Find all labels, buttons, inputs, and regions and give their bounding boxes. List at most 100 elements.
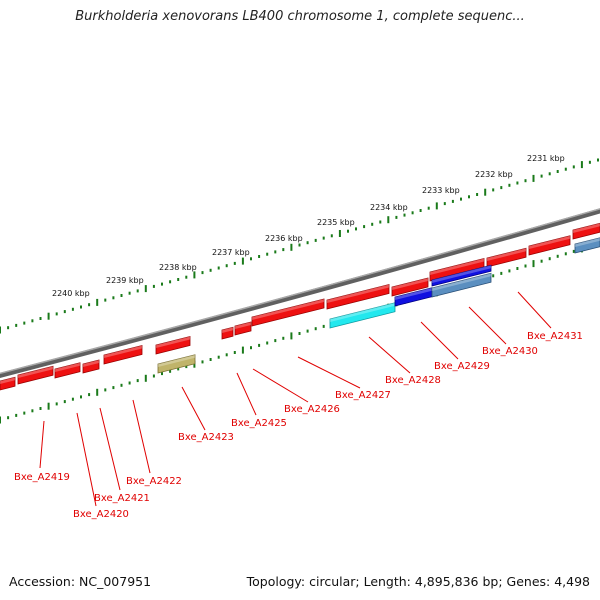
outer-tick-minor (104, 298, 107, 302)
inner-tick-minor (306, 329, 309, 333)
outer-tick-minor (508, 183, 511, 187)
outer-tick-minor (556, 170, 559, 173)
inner-tick-minor (524, 264, 527, 268)
kbp-label: 2239 kbp (106, 276, 144, 285)
gene-block-steel (431, 272, 492, 298)
outer-tick-major (290, 243, 293, 251)
outer-tick-major (484, 188, 487, 196)
inner-tick-minor (161, 372, 163, 376)
gene-label[interactable]: Bxe_A2421 (94, 493, 150, 504)
gene-label[interactable]: Bxe_A2427 (335, 390, 391, 401)
outer-tick-major (580, 161, 583, 169)
outer-tick-minor (274, 250, 277, 254)
inner-tick-major (96, 388, 99, 396)
outer-tick-minor (548, 172, 551, 176)
outer-tick-major (144, 285, 147, 293)
outer-tick-minor (314, 238, 317, 242)
outer-tick-minor (169, 280, 172, 284)
leader-line (368, 336, 411, 374)
outer-tick-minor (112, 296, 115, 300)
inner-tick-minor (492, 274, 495, 278)
inner-tick-minor (15, 413, 18, 417)
inner-tick-minor (564, 252, 567, 256)
leader-line (99, 407, 121, 491)
outer-tick-minor (225, 264, 228, 268)
gene-label[interactable]: Bxe_A2425 (231, 418, 287, 429)
outer-tick-major (96, 298, 99, 306)
gene-label[interactable]: Bxe_A2426 (284, 404, 340, 415)
outer-tick-minor (540, 174, 543, 178)
kbp-label: 2231 kbp (527, 154, 565, 163)
gene-block (528, 235, 571, 256)
outer-tick-minor (403, 213, 406, 217)
inner-tick-minor (128, 381, 131, 385)
inner-tick-major (0, 416, 1, 424)
inner-tick-minor (80, 395, 82, 399)
gene-block (234, 321, 252, 336)
gene-label[interactable]: Bxe_A2420 (73, 509, 129, 520)
kbp-scale-labels: 2231 kbp 2232 kbp 2233 kbp 2234 kbp 2235 kbp… (52, 154, 565, 298)
inner-tick-minor (548, 257, 551, 261)
map-title: Burkholderia xenovorans LB400 chromosome… (75, 9, 525, 24)
outer-tick-minor (468, 195, 470, 199)
leader-line (132, 399, 151, 474)
leader-line (297, 356, 361, 389)
leader-line (517, 291, 552, 329)
inner-tick-minor (88, 393, 91, 397)
outer-tick-major (241, 257, 244, 265)
outer-tick-minor (516, 181, 519, 185)
outer-tick-minor (185, 275, 188, 279)
kbp-label: 2232 kbp (475, 170, 513, 179)
outer-tick-minor (136, 289, 139, 293)
inner-tick-minor (55, 402, 58, 406)
gene-label[interactable]: Bxe_A2429 (434, 361, 490, 372)
outer-tick-minor (395, 215, 398, 219)
outer-tick-major (47, 312, 50, 320)
inner-tick-major (47, 402, 50, 410)
inner-tick-minor (556, 254, 559, 258)
gene-label[interactable]: Bxe_A2430 (482, 346, 538, 357)
gene-label[interactable]: Bxe_A2419 (14, 472, 70, 483)
inner-tick-minor (266, 341, 269, 345)
inner-tick-minor (39, 407, 42, 410)
inner-tick-minor (233, 351, 236, 354)
gene-label[interactable]: Bxe_A2422 (126, 476, 182, 487)
leader-line (76, 412, 97, 507)
outer-tick-minor (23, 321, 26, 325)
accession-text: Accession: NC_007951 (9, 574, 152, 589)
outer-tick-major (193, 271, 196, 279)
gene-block-olive (157, 354, 196, 374)
outer-tick-minor (177, 278, 180, 281)
outer-tick-minor (120, 294, 123, 297)
inner-tick-major (241, 346, 244, 354)
outer-tick-major (387, 216, 390, 224)
outer-tick-minor (371, 222, 374, 226)
outer-tick-minor (330, 234, 333, 238)
topology-summary: Topology: circular; Length: 4,895,836 bp… (246, 574, 590, 589)
inner-tick-minor (120, 383, 123, 387)
gene-block (221, 326, 234, 340)
outer-tick-minor (128, 291, 131, 295)
outer-tick-minor (588, 160, 591, 164)
gene-label[interactable]: Bxe_A2428 (385, 375, 441, 386)
inner-tick-minor (63, 400, 66, 404)
outer-tick-minor (233, 261, 236, 265)
outer-tick-minor (282, 248, 285, 252)
leader-line (181, 386, 206, 431)
kbp-label: 2240 kbp (52, 289, 90, 298)
gene-label[interactable]: Bxe_A2423 (178, 432, 234, 443)
outer-tick-minor (460, 197, 462, 201)
inner-tick-minor (540, 259, 543, 263)
gene-features (0, 222, 600, 391)
inner-tick-minor (31, 409, 34, 413)
outer-tick-minor (476, 193, 479, 196)
outer-tick-minor (31, 319, 34, 323)
outer-tick-minor (217, 266, 220, 270)
leader-line (252, 368, 309, 403)
inner-tick-minor (500, 271, 503, 275)
outer-tick-minor (443, 202, 446, 206)
gene-block (54, 362, 81, 379)
outer-tick-minor (597, 158, 599, 162)
gene-label[interactable]: Bxe_A2431 (527, 331, 583, 342)
leader-line (39, 420, 45, 469)
